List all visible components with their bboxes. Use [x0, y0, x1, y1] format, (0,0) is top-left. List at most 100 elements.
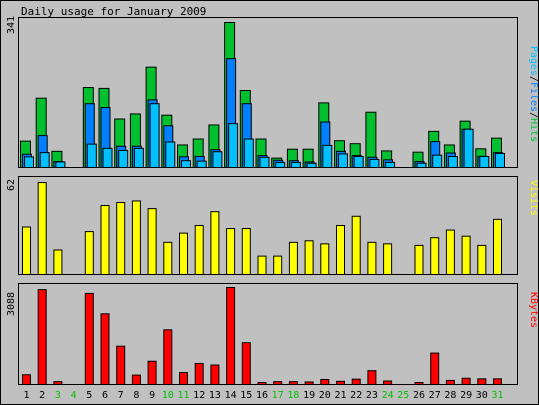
x-label-day-7: 7: [118, 390, 124, 401]
bar-kbytes-day-14: [226, 287, 236, 385]
x-label-day-21: 21: [334, 390, 346, 401]
bar-visits-day-15: [241, 228, 251, 275]
bar-visits-day-24: [383, 243, 393, 276]
bar-kbytes-day-5: [84, 292, 94, 385]
x-label-day-14: 14: [225, 390, 237, 401]
panel-traffic-max-label: 341: [6, 16, 17, 34]
legend-part-0-3: /: [528, 112, 539, 118]
bar-visits-day-20: [320, 243, 330, 276]
legend-part-0-4: Hits: [528, 118, 539, 142]
bar-visits-day-19: [304, 240, 314, 276]
x-label-day-31: 31: [491, 390, 503, 401]
bar-kbytes-day-20: [320, 378, 330, 385]
x-label-day-11: 11: [177, 390, 189, 401]
bar-visits-day-8: [131, 200, 141, 275]
panel-visits-bars: [22, 182, 502, 276]
bar-pages-day-10: [165, 141, 176, 168]
panel-kbytes-bars: [22, 287, 502, 386]
bar-visits-day-12: [194, 224, 204, 275]
bar-visits-day-11: [179, 232, 188, 275]
bar-kbytes-day-12: [194, 362, 204, 385]
bar-pages-day-3: [55, 161, 66, 168]
bar-visits-day-17: [273, 255, 283, 276]
bar-kbytes-day-6: [100, 313, 110, 385]
bar-visits-day-22: [351, 215, 361, 276]
bar-pages-day-6: [102, 147, 113, 168]
x-label-day-16: 16: [256, 390, 268, 401]
bar-pages-day-21: [338, 153, 348, 168]
panel-visits-legend: Visits: [528, 180, 539, 216]
bar-kbytes-day-28: [445, 379, 455, 385]
bar-kbytes-day-27: [430, 352, 440, 385]
bar-kbytes-day-8: [131, 374, 141, 385]
x-label-day-25: 25: [397, 390, 409, 401]
x-label-day-23: 23: [366, 390, 378, 401]
bar-kbytes-day-18: [288, 381, 298, 385]
x-label-day-20: 20: [319, 390, 331, 401]
bar-kbytes-day-22: [351, 378, 361, 385]
bar-kbytes-day-15: [241, 342, 251, 385]
bar-pages-day-20: [322, 144, 333, 169]
bar-visits-day-26: [414, 244, 424, 276]
panel-traffic: 341 Pages/Files/Hits: [6, 16, 539, 169]
bar-visits-day-31: [493, 218, 502, 276]
panel-traffic-legend: Pages/Files/Hits: [528, 46, 539, 142]
bar-kbytes-day-13: [210, 364, 220, 385]
x-label-day-5: 5: [86, 390, 92, 401]
x-label-day-26: 26: [413, 390, 425, 401]
bar-kbytes-day-2: [37, 289, 47, 386]
bar-visits-day-10: [163, 241, 173, 276]
bar-pages-day-31: [495, 152, 505, 169]
bar-visits-day-27: [430, 237, 440, 275]
bar-visits-day-13: [210, 211, 220, 275]
bar-pages-day-14: [228, 123, 239, 168]
bar-visits-day-2: [37, 182, 47, 275]
bar-kbytes-day-17: [273, 381, 283, 385]
x-label-day-13: 13: [209, 390, 221, 401]
x-label-day-22: 22: [350, 390, 362, 401]
bar-visits-day-23: [367, 241, 377, 276]
bar-pages-day-26: [416, 162, 427, 169]
bar-visits-day-21: [336, 224, 345, 275]
bar-kbytes-day-23: [367, 370, 377, 385]
bar-visits-day-16: [257, 255, 267, 276]
bar-visits-day-6: [100, 205, 110, 275]
x-label-day-29: 29: [460, 390, 472, 401]
bar-kbytes-day-19: [304, 381, 314, 386]
bar-pages-day-27: [432, 154, 443, 169]
bar-pages-day-5: [86, 143, 97, 168]
legend-part-0-0: Pages: [528, 46, 539, 76]
bar-visits-day-14: [226, 228, 236, 275]
panel-kbytes: 3088 KBytes: [6, 283, 539, 386]
bar-kbytes-day-24: [383, 380, 393, 385]
x-label-day-8: 8: [133, 390, 139, 401]
bar-visits-day-28: [445, 229, 455, 275]
bar-pages-day-16: [259, 156, 270, 169]
x-label-day-17: 17: [272, 390, 284, 401]
x-label-day-19: 19: [303, 390, 315, 401]
legend-part-0-2: Files: [528, 82, 539, 112]
panel-traffic-bars: [20, 22, 505, 169]
bar-kbytes-day-7: [116, 345, 126, 385]
bar-pages-day-22: [353, 155, 364, 168]
bar-kbytes-day-10: [163, 329, 173, 385]
bar-pages-day-9: [149, 103, 160, 168]
bar-pages-day-18: [290, 161, 301, 168]
x-label-day-12: 12: [193, 390, 205, 401]
bar-pages-day-24: [385, 161, 396, 168]
bar-pages-day-7: [118, 149, 129, 168]
bar-pages-day-2: [39, 152, 50, 169]
bar-pages-day-15: [243, 138, 254, 169]
x-label-day-24: 24: [382, 390, 394, 401]
bar-visits-day-1: [22, 226, 31, 275]
bar-pages-day-19: [306, 162, 317, 169]
bar-visits-day-7: [116, 201, 126, 275]
x-label-day-27: 27: [429, 390, 441, 401]
x-label-day-9: 9: [149, 390, 155, 401]
x-label-day-3: 3: [55, 390, 61, 401]
bar-pages-day-13: [212, 151, 223, 168]
bar-kbytes-day-30: [477, 378, 487, 386]
bar-kbytes-day-26: [414, 382, 424, 385]
panel-kbytes-max-label: 3088: [6, 292, 17, 316]
panel-visits-max-label: 62: [6, 179, 17, 191]
